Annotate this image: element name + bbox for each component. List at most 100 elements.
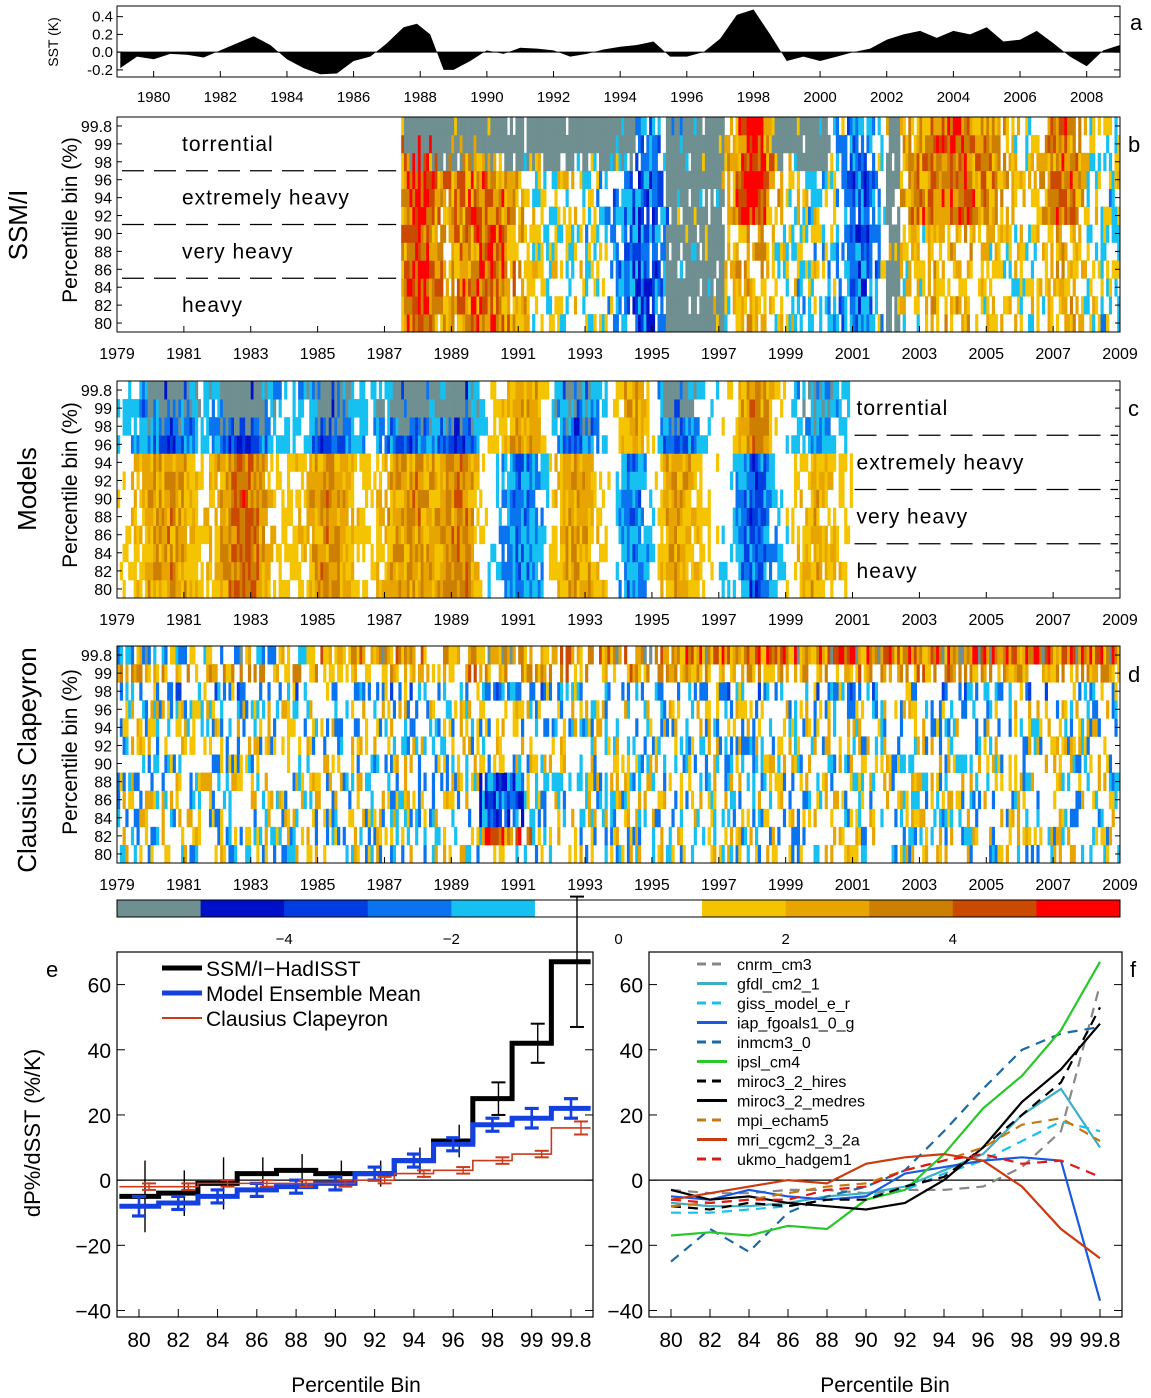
heatmap-cell bbox=[704, 152, 709, 172]
heatmap-cell bbox=[590, 399, 594, 418]
heatmap-cell bbox=[729, 206, 734, 225]
heatmap-xtick-label: 2007 bbox=[1035, 346, 1071, 363]
heatmap-cell bbox=[133, 507, 137, 527]
heatmap-cell bbox=[256, 381, 260, 400]
heatmap-cell bbox=[785, 435, 789, 454]
heatmap-cell bbox=[128, 381, 132, 400]
heatmap-cell bbox=[181, 381, 185, 400]
heatmap-cell bbox=[749, 561, 753, 581]
heatmap-cell bbox=[225, 579, 229, 599]
heatmap-cell bbox=[785, 260, 789, 279]
heatmap-cell bbox=[504, 134, 508, 154]
heatmap-cell bbox=[821, 242, 826, 261]
heatmap-cell bbox=[1061, 206, 1065, 225]
heatmap-cell bbox=[403, 278, 408, 297]
heatmap-cell bbox=[1019, 314, 1023, 333]
heatmap-cell bbox=[409, 399, 413, 418]
heatmap-cell bbox=[295, 525, 299, 545]
heatmap-cell bbox=[239, 471, 243, 490]
heatmap-cell bbox=[328, 579, 332, 599]
heatmap-cell bbox=[810, 260, 814, 279]
heatmap-cell bbox=[986, 206, 990, 225]
heatmap-cell bbox=[473, 525, 477, 545]
panel-c-ylabel: Percentile bin (%) bbox=[59, 402, 82, 568]
heatmap-cell bbox=[568, 525, 572, 545]
heatmap-cell bbox=[668, 117, 672, 136]
heatmap-cell bbox=[144, 826, 149, 846]
heatmap-cell bbox=[445, 381, 449, 400]
heatmap-cell bbox=[746, 399, 750, 418]
heatmap-cell bbox=[172, 381, 176, 400]
heatmap-cell bbox=[838, 278, 842, 297]
heatmap-cell bbox=[1025, 242, 1029, 261]
heatmap-cell bbox=[1100, 224, 1104, 243]
heatmap-cell bbox=[635, 206, 639, 225]
heatmap-cell bbox=[412, 224, 416, 243]
heatmap-cell bbox=[638, 170, 642, 190]
heatmap-cell bbox=[643, 561, 647, 581]
heatmap-cell bbox=[546, 471, 550, 490]
heatmap-cell bbox=[713, 170, 717, 190]
heatmap-cell bbox=[626, 543, 631, 563]
heatmap-cell bbox=[540, 543, 544, 563]
heatmap-cell bbox=[621, 417, 625, 436]
heatmap-xtick-label: 1983 bbox=[233, 612, 269, 629]
heatmap-cell bbox=[816, 399, 820, 418]
heatmap-cell bbox=[356, 399, 360, 418]
heatmap-cell bbox=[261, 579, 266, 599]
heatmap-cell bbox=[986, 117, 990, 136]
heatmap-cell bbox=[325, 561, 330, 581]
heatmap-cell bbox=[445, 561, 449, 581]
heatmap-cell bbox=[693, 224, 697, 243]
heatmap-cell bbox=[481, 525, 486, 545]
heatmap-cell bbox=[415, 242, 419, 261]
heatmap-cell bbox=[690, 543, 695, 563]
heatmap-cell bbox=[568, 134, 572, 154]
heatmap-cell bbox=[635, 296, 639, 315]
heatmap-cell bbox=[961, 117, 965, 136]
heatmap-cell bbox=[827, 134, 831, 154]
heatmap-cell bbox=[1075, 296, 1079, 315]
heatmap-cell bbox=[142, 507, 146, 527]
heatmap-cell bbox=[849, 260, 853, 279]
heatmap-cell bbox=[454, 260, 458, 279]
heatmap-cell bbox=[317, 579, 321, 599]
heatmap-cell bbox=[348, 471, 352, 490]
heatmap-cell bbox=[671, 417, 675, 436]
heatmap-cell bbox=[749, 152, 753, 172]
heatmap-cell bbox=[738, 117, 742, 136]
heatmap-cell bbox=[696, 152, 700, 172]
heatmap-cell bbox=[872, 224, 876, 243]
heatmap-cell bbox=[977, 152, 982, 172]
heatmap-cell bbox=[721, 224, 725, 243]
heatmap-cell bbox=[490, 117, 494, 136]
heatmap-cell bbox=[1050, 188, 1054, 207]
heatmap-cell bbox=[830, 561, 834, 581]
heatmap-cell bbox=[612, 188, 617, 207]
heatmap-cell bbox=[1050, 206, 1054, 225]
heatmap-cell bbox=[470, 579, 475, 599]
heatmap-cell bbox=[526, 489, 530, 508]
heatmap-cell bbox=[621, 381, 625, 400]
heatmap-cell bbox=[833, 206, 837, 225]
heatmap-cell bbox=[682, 561, 686, 581]
heatmap-cell bbox=[395, 543, 399, 563]
heatmap-cell bbox=[947, 152, 951, 172]
heatmap-cell bbox=[936, 134, 940, 154]
heatmap-cell bbox=[356, 543, 360, 563]
heatmap-cell bbox=[983, 188, 987, 207]
heatmap-cell bbox=[707, 224, 711, 243]
heatmap-cell bbox=[668, 543, 672, 563]
heatmap-cell bbox=[348, 453, 352, 472]
heatmap-cell bbox=[495, 170, 500, 190]
heatmap-cell bbox=[966, 188, 970, 207]
heatmap-cell bbox=[147, 754, 151, 773]
heatmap-cell bbox=[757, 525, 761, 545]
heatmap-cell bbox=[838, 561, 842, 581]
heatmap-cell bbox=[406, 399, 410, 418]
heatmap-cell bbox=[459, 188, 463, 207]
heatmap-cell bbox=[537, 224, 541, 243]
heatmap-cell bbox=[495, 453, 500, 472]
heatmap-cell bbox=[142, 435, 146, 454]
heatmap-cell bbox=[1094, 296, 1099, 315]
